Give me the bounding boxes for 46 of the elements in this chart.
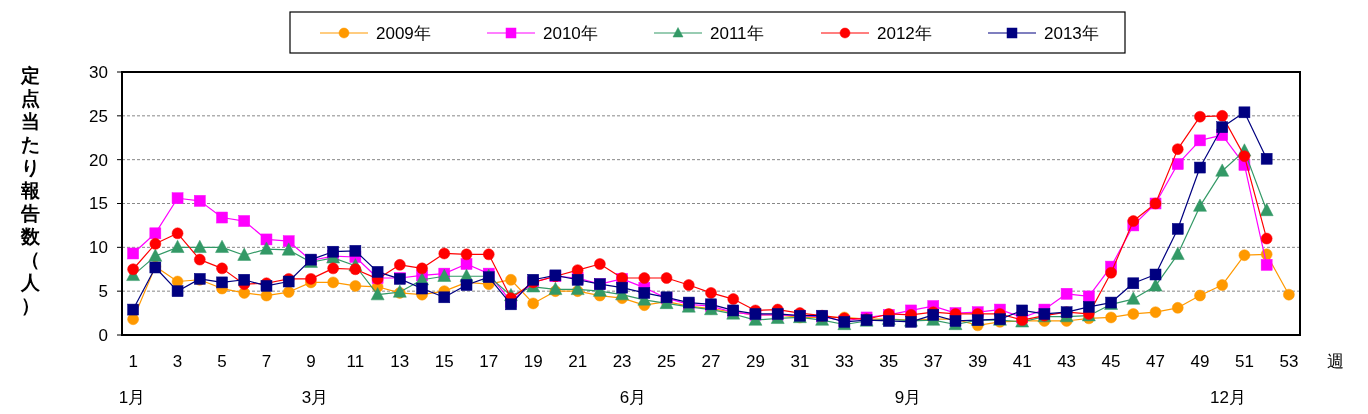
legend-label: 2012年 xyxy=(877,24,932,43)
x-tick-label: 27 xyxy=(701,352,721,371)
x-tick-label: 41 xyxy=(1012,352,1032,371)
x-tick-label: 43 xyxy=(1057,352,1077,371)
x-tick-label: 1 xyxy=(128,352,138,371)
text: 6月 xyxy=(619,388,647,407)
y-tick-label: 0 xyxy=(98,325,108,345)
x-tick-label: 29 xyxy=(745,352,765,371)
text: 9月 xyxy=(894,388,922,407)
x-tick-label: 25 xyxy=(657,352,677,371)
x-tick-label: 11 xyxy=(346,352,365,371)
x-tick-label: 33 xyxy=(834,352,854,371)
x-tick-label: 9 xyxy=(306,352,316,371)
x-tick-label: 37 xyxy=(923,352,943,371)
x-tick-label: 19 xyxy=(523,352,543,371)
x-tick-label: 39 xyxy=(968,352,988,371)
text: 定点当たり報告数（人） xyxy=(20,65,40,316)
x-tick-label: 3 xyxy=(172,352,183,371)
y-tick-label: 30 xyxy=(89,62,108,82)
legend-label: 2013年 xyxy=(1044,24,1099,43)
legend-label: 2011年 xyxy=(710,24,764,43)
text: 3月 xyxy=(301,388,329,407)
x-tick-label: 51 xyxy=(1234,352,1254,371)
x-tick-label: 49 xyxy=(1190,352,1210,371)
text: 12月 xyxy=(1210,388,1246,407)
x-tick-label: 15 xyxy=(434,352,454,371)
x-tick-label: 17 xyxy=(479,352,499,371)
y-tick-label: 20 xyxy=(89,150,108,170)
x-tick-label: 53 xyxy=(1279,352,1299,371)
y-tick-label: 15 xyxy=(89,194,108,214)
legend-label: 2009年 xyxy=(376,24,431,43)
x-tick-label: 23 xyxy=(612,352,632,371)
y-tick-label: 25 xyxy=(89,106,108,126)
x-axis-title: 週 xyxy=(1326,352,1344,371)
y-tick-label: 10 xyxy=(89,238,108,258)
x-tick-label: 21 xyxy=(568,352,588,371)
y-tick-label: 5 xyxy=(98,282,108,302)
x-tick-label: 31 xyxy=(790,352,810,371)
x-tick-label: 47 xyxy=(1146,352,1165,371)
x-tick-label: 45 xyxy=(1101,352,1121,371)
text: 1月 xyxy=(118,388,146,407)
legend-label: 2010年 xyxy=(543,24,598,43)
x-tick-label: 5 xyxy=(217,352,227,371)
x-tick-label: 13 xyxy=(390,352,410,371)
x-tick-label: 7 xyxy=(261,352,272,371)
x-tick-label: 35 xyxy=(879,352,899,371)
